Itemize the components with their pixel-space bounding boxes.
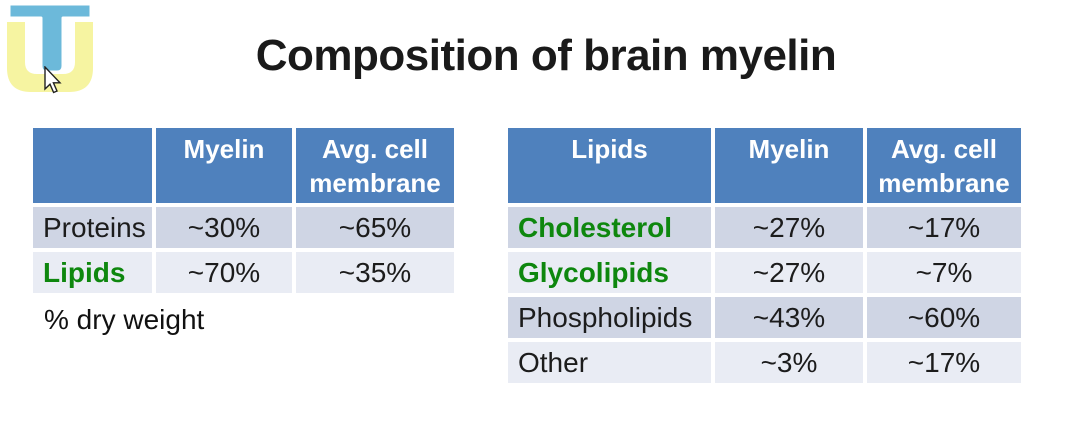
membrane-value-cell: ~65% (296, 207, 454, 248)
row-label-cell: Glycolipids (508, 252, 711, 293)
lipids-breakdown-table: Lipids Myelin Avg. cell membrane Cholest… (504, 124, 1025, 387)
row-label: Other (518, 346, 589, 378)
logo-t-shape (7, 2, 93, 74)
row-label: Cholesterol (518, 211, 673, 243)
table-row: Glycolipids ~27% ~7% (508, 252, 1021, 293)
myelin-value-cell: ~27% (715, 252, 863, 293)
myelin-value-cell: ~43% (715, 297, 863, 338)
row-label-cell: Other (508, 342, 711, 383)
header-cell-myelin: Myelin (715, 128, 863, 203)
membrane-value-cell: ~17% (867, 207, 1021, 248)
myelin-value-cell: ~70% (156, 252, 292, 293)
header-row: Myelin Avg. cell membrane (33, 128, 454, 203)
table-row: Cholesterol ~27% ~17% (508, 207, 1021, 248)
header-cell-myelin: Myelin (156, 128, 292, 203)
header-cell-blank (33, 128, 152, 203)
membrane-value-cell: ~17% (867, 342, 1021, 383)
table-row: Phospholipids ~43% ~60% (508, 297, 1021, 338)
table-row: Other ~3% ~17% (508, 342, 1021, 383)
header-cell-membrane: Avg. cell membrane (296, 128, 454, 203)
membrane-value-cell: ~60% (867, 297, 1021, 338)
slide-title: Composition of brain myelin (255, 31, 837, 80)
mouse-cursor-icon (44, 66, 62, 94)
logo-u-shape (7, 22, 93, 92)
row-label-cell: Proteins (33, 207, 152, 248)
header-row: Lipids Myelin Avg. cell membrane (508, 128, 1021, 203)
row-label: Phospholipids (518, 301, 693, 333)
header-cell-membrane: Avg. cell membrane (867, 128, 1021, 203)
myelin-value-cell: ~3% (715, 342, 863, 383)
header-cell-lipids: Lipids (508, 128, 711, 203)
table-row: Proteins ~30% ~65% (33, 207, 454, 248)
row-label: Lipids (43, 256, 126, 288)
myelin-value-cell: ~27% (715, 207, 863, 248)
dry-weight-footnote: % dry weight (44, 304, 205, 335)
myelin-value-cell: ~30% (156, 207, 292, 248)
membrane-value-cell: ~7% (867, 252, 1021, 293)
membrane-value-cell: ~35% (296, 252, 454, 293)
row-label: Proteins (43, 211, 146, 243)
row-label-cell: Lipids (33, 252, 152, 293)
university-logo (7, 2, 93, 92)
myelin-composition-table: Myelin Avg. cell membrane Proteins ~30% … (29, 124, 458, 297)
row-label-cell: Cholesterol (508, 207, 711, 248)
row-label: Glycolipids (518, 256, 669, 288)
table-row: Lipids ~70% ~35% (33, 252, 454, 293)
row-label-cell: Phospholipids (508, 297, 711, 338)
